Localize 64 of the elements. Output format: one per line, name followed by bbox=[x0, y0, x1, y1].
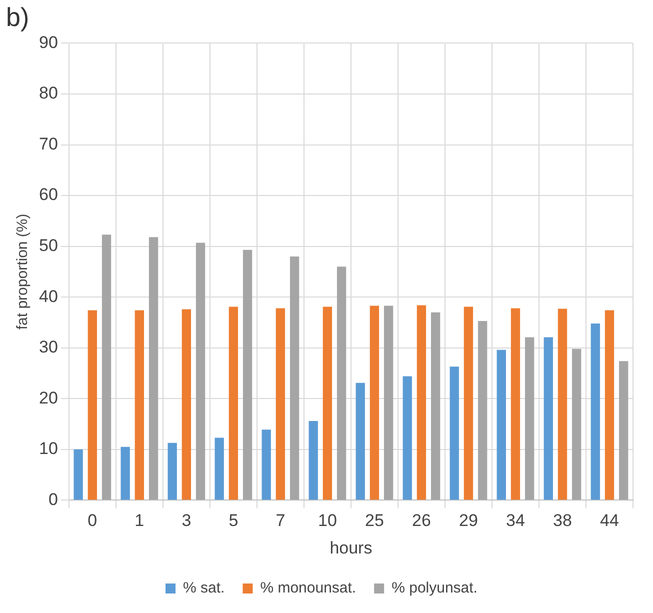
bar bbox=[74, 449, 83, 500]
x-tick-label: 38 bbox=[553, 511, 572, 530]
bar bbox=[148, 237, 158, 500]
x-tick-label: 3 bbox=[182, 511, 192, 530]
x-tick-label: 5 bbox=[228, 511, 238, 530]
bar bbox=[450, 366, 459, 500]
bar bbox=[102, 234, 112, 500]
legend-label: % polyunsat. bbox=[392, 580, 478, 597]
y-tick-label: 30 bbox=[38, 338, 58, 357]
bar bbox=[182, 309, 192, 500]
bar bbox=[590, 323, 600, 500]
bar bbox=[88, 310, 97, 500]
y-tick-label: 90 bbox=[38, 32, 58, 52]
bar bbox=[276, 308, 286, 500]
y-tick-label: 20 bbox=[38, 388, 58, 408]
bar bbox=[402, 376, 412, 500]
x-axis-title: hours bbox=[330, 538, 372, 558]
x-tick-label: 25 bbox=[364, 511, 384, 530]
bar bbox=[464, 306, 474, 500]
bar bbox=[322, 306, 332, 500]
bar bbox=[120, 446, 130, 500]
bar bbox=[510, 308, 520, 500]
legend-label: % monounsat. bbox=[260, 580, 356, 597]
x-tick-label: 7 bbox=[276, 511, 286, 530]
bar bbox=[416, 305, 426, 500]
bar bbox=[478, 320, 488, 500]
text: b) bbox=[6, 2, 30, 33]
bar bbox=[196, 242, 206, 500]
x-tick-label: 26 bbox=[412, 511, 431, 530]
bar bbox=[228, 306, 238, 500]
bar bbox=[168, 442, 177, 500]
bar bbox=[308, 420, 318, 500]
bar bbox=[134, 310, 144, 500]
bar bbox=[290, 256, 300, 500]
x-tick-label: 29 bbox=[459, 511, 478, 530]
x-tick-label: 0 bbox=[88, 511, 98, 530]
bar bbox=[619, 361, 628, 500]
bar bbox=[384, 306, 394, 500]
bar bbox=[544, 337, 553, 500]
x-tick-label: 34 bbox=[506, 511, 525, 530]
x-tick-label: 1 bbox=[134, 511, 144, 530]
bar bbox=[558, 308, 568, 500]
y-tick-label: 50 bbox=[38, 236, 58, 255]
bar bbox=[430, 312, 440, 500]
bar bbox=[262, 430, 271, 500]
bar bbox=[242, 250, 252, 500]
bar bbox=[572, 348, 582, 500]
bar bbox=[356, 382, 365, 500]
bar bbox=[496, 350, 506, 500]
bar bbox=[336, 266, 346, 500]
bar bbox=[525, 337, 534, 500]
y-tick-label: 80 bbox=[38, 84, 58, 103]
x-tick-label: 44 bbox=[600, 511, 619, 530]
y-tick-label: 10 bbox=[38, 439, 58, 458]
x-tick-label: 10 bbox=[318, 511, 337, 530]
y-tick-label: 60 bbox=[38, 185, 58, 204]
bar bbox=[370, 306, 380, 500]
legend-label: % sat. bbox=[183, 580, 225, 597]
y-tick-label: 0 bbox=[48, 490, 58, 509]
bar bbox=[604, 310, 614, 500]
y-axis-title: fat proportion (%) bbox=[14, 214, 32, 330]
bar bbox=[214, 438, 224, 500]
y-tick-label: 40 bbox=[38, 286, 58, 306]
y-tick-label: 70 bbox=[38, 134, 58, 154]
